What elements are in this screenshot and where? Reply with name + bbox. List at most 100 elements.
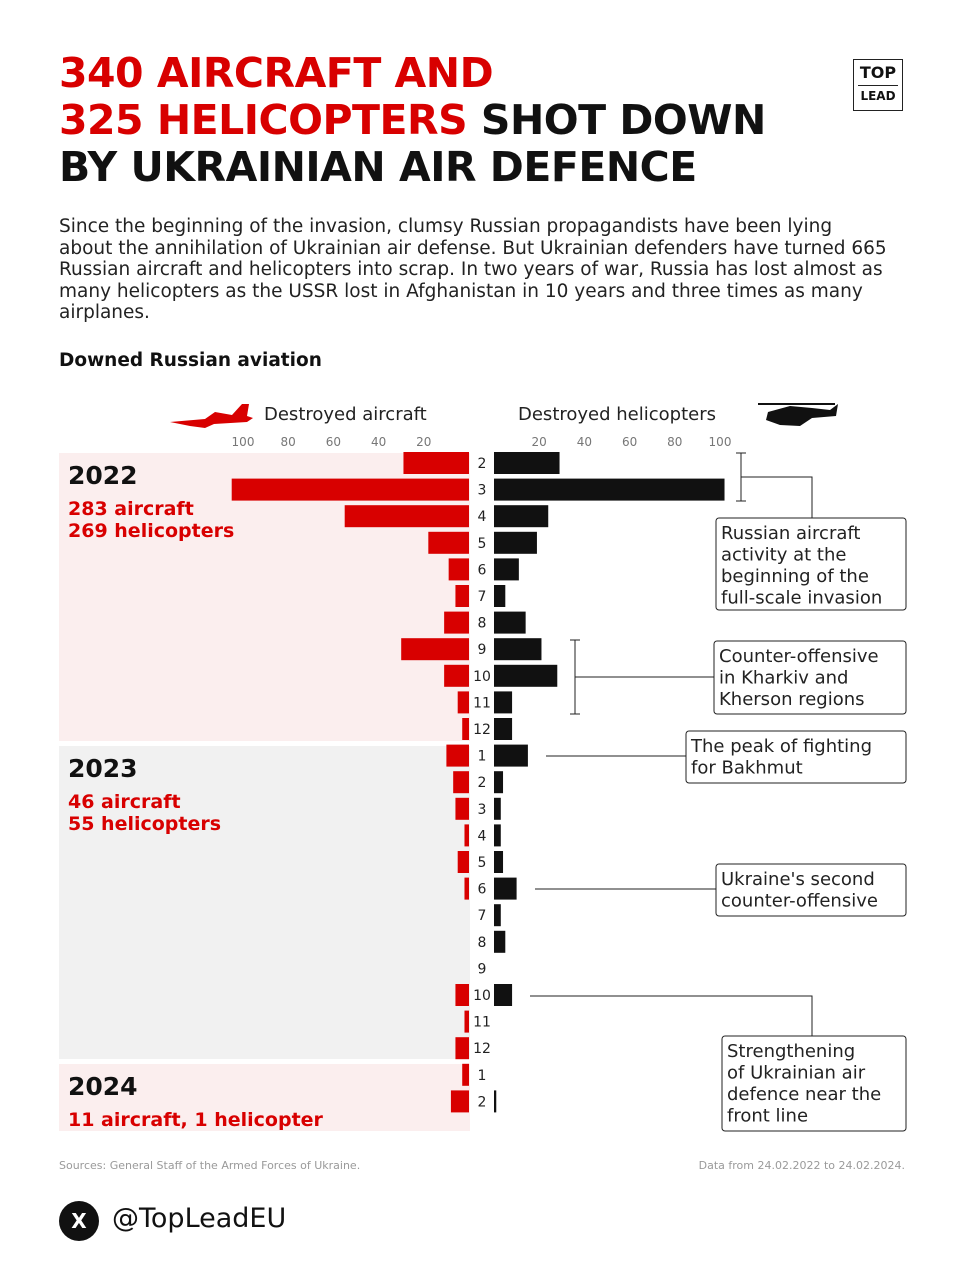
month-label: 11 xyxy=(473,695,491,711)
annotation-4-text: Ukraine's second xyxy=(721,869,875,890)
helicopter-bar xyxy=(494,797,501,820)
aircraft-bar xyxy=(444,611,469,634)
annotation-1-text: full-scale invasion xyxy=(721,588,882,609)
helicopter-bar xyxy=(494,1090,497,1113)
month-label: 3 xyxy=(478,802,487,818)
month-label: 1 xyxy=(478,1068,487,1084)
month-label: 10 xyxy=(473,669,491,685)
month-label: 3 xyxy=(478,483,487,499)
helicopter-total-2023: 55 helicopters xyxy=(68,813,221,835)
aircraft-bar xyxy=(401,638,469,661)
month-label: 9 xyxy=(478,961,487,977)
left-tick-label: 100 xyxy=(232,435,255,449)
helicopter-bar xyxy=(494,771,504,794)
helicopter-bar xyxy=(494,531,537,554)
helicopter-bar xyxy=(494,638,542,661)
annotation-3-text: for Bakhmut xyxy=(691,758,803,779)
annotation-5-text: of Ukrainian air xyxy=(727,1063,866,1084)
month-label: 7 xyxy=(478,908,487,924)
logo-bottom-text: LEAD xyxy=(860,89,896,103)
left-tick-label: 60 xyxy=(326,435,341,449)
annotation-1-text: beginning of the xyxy=(721,566,869,587)
left-tick-label: 40 xyxy=(371,435,386,449)
annotation-4-text: counter-offensive xyxy=(721,891,878,912)
left-tick-label: 20 xyxy=(416,435,431,449)
annotation-5-text: Strengthening xyxy=(727,1041,855,1062)
month-label: 2 xyxy=(478,775,487,791)
left-tick-label: 80 xyxy=(281,435,296,449)
helicopter-bar xyxy=(494,558,519,581)
month-label: 12 xyxy=(473,1041,491,1057)
title-line-2-black: SHOT DOWN xyxy=(480,96,766,144)
helicopter-bar xyxy=(494,611,526,634)
month-label: 8 xyxy=(478,616,487,632)
month-label: 2 xyxy=(478,1094,487,1110)
month-label: 5 xyxy=(478,855,487,871)
aircraft-bar xyxy=(464,877,469,900)
aircraft-bar xyxy=(457,851,469,873)
x-logo-icon[interactable]: X xyxy=(59,1201,99,1241)
aircraft-bar xyxy=(455,797,469,820)
helicopter-total-2022: 269 helicopters xyxy=(68,520,234,542)
right-tick-label: 100 xyxy=(709,435,732,449)
chart-title: Downed Russian aviation xyxy=(59,350,322,371)
annotation-1-text: Russian aircraft xyxy=(721,523,860,544)
aircraft-total-2023: 46 aircraft xyxy=(68,791,181,813)
aircraft-bar xyxy=(464,1010,469,1033)
year-label-2022: 2022 xyxy=(68,461,138,490)
title-line-1: 340 AIRCRAFT AND xyxy=(59,49,494,97)
month-label: 7 xyxy=(478,589,487,605)
year-label-2024: 2024 xyxy=(68,1072,138,1101)
helicopter-bar xyxy=(494,585,506,607)
annotation-3-text: The peak of fighting xyxy=(690,736,872,757)
aircraft-bar xyxy=(462,718,469,740)
right-tick-label: 40 xyxy=(577,435,592,449)
annotation-1-box xyxy=(715,517,907,611)
title-line-2-red: 325 HELICOPTERS xyxy=(59,96,468,144)
month-label: 9 xyxy=(478,642,487,658)
month-label: 12 xyxy=(473,722,491,738)
annotation-1-bracket xyxy=(736,452,813,518)
aircraft-bar xyxy=(403,452,469,474)
legend-helicopter-label: Destroyed helicopters xyxy=(518,404,716,425)
aircraft-bar xyxy=(462,1063,469,1086)
aircraft-bar xyxy=(457,691,469,714)
aircraft-bar xyxy=(428,531,469,554)
source-note: Sources: General Staff of the Armed Forc… xyxy=(59,1159,361,1172)
annotation-4-box xyxy=(715,863,907,917)
year-panel-2023 xyxy=(59,746,470,1059)
month-label: 5 xyxy=(478,536,487,552)
annotation-5-line xyxy=(530,995,813,1036)
annotation-2-bracket xyxy=(570,639,714,715)
month-label: 4 xyxy=(478,828,487,844)
helicopter-bar xyxy=(494,877,517,900)
right-tick-label: 60 xyxy=(622,435,637,449)
helicopter-bar xyxy=(494,505,549,528)
helicopter-bar xyxy=(494,691,513,714)
title-line-3: BY UKRAINIAN AIR DEFENCE xyxy=(59,143,697,191)
aircraft-bar xyxy=(448,558,469,581)
annotation-2-text: Counter-offensive xyxy=(719,646,879,667)
annotation-5-text: front line xyxy=(727,1106,808,1127)
annotation-2-box xyxy=(713,640,907,715)
aircraft-bar xyxy=(446,744,469,767)
helicopter-bar xyxy=(494,744,528,767)
legend-aircraft-label: Destroyed aircraft xyxy=(264,404,427,425)
month-label: 10 xyxy=(473,988,491,1004)
month-label: 6 xyxy=(478,562,487,578)
social-handle[interactable]: @TopLeadEU xyxy=(112,1203,287,1234)
helicopter-bar xyxy=(494,930,506,953)
annotation-5-text: defence near the xyxy=(727,1084,881,1105)
right-tick-label: 20 xyxy=(532,435,547,449)
month-label: 2 xyxy=(478,456,487,472)
month-label: 1 xyxy=(478,749,487,765)
logo-top-text: TOP xyxy=(859,63,897,82)
annotation-3-box xyxy=(685,730,907,784)
aircraft-total-2022: 283 aircraft xyxy=(68,498,194,520)
aircraft-bar xyxy=(464,824,469,847)
